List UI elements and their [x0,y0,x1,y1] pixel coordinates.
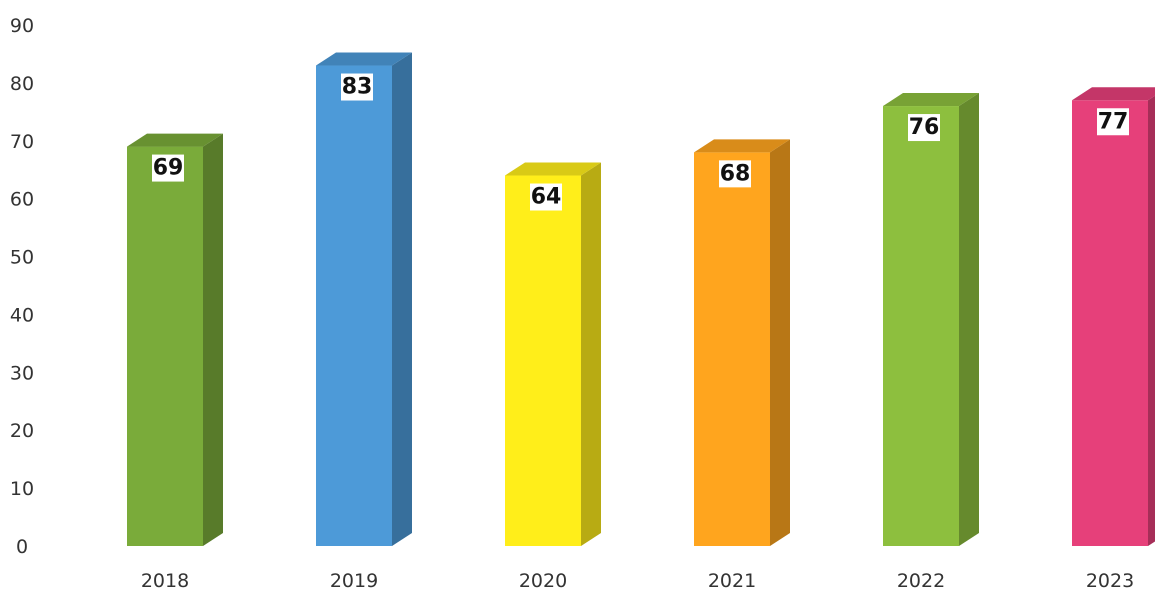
x-tick-label: 2018 [141,570,189,592]
data-label: 77 [1098,109,1129,134]
y-tick-label: 0 [16,536,28,558]
data-label: 69 [153,156,184,181]
x-tick-label: 2021 [708,570,756,592]
bar-side [770,139,790,546]
bar-side [581,162,601,546]
data-label-box [719,160,751,188]
y-tick-label: 50 [10,247,34,269]
x-tick-label: 2019 [330,570,378,592]
data-label: 64 [531,185,562,210]
y-tick-label: 40 [10,304,34,326]
bar-top [505,162,601,176]
bar-front [694,152,770,546]
bar-side [1148,95,1155,546]
data-label-box [341,73,373,101]
bar-2021: 68 [694,139,790,546]
data-label-box [530,183,562,211]
x-tick-label: 2022 [897,570,945,592]
data-label-box [1097,108,1129,136]
bar-2023: 77 [1072,87,1155,546]
data-label: 83 [342,75,373,100]
bar-side [203,133,223,547]
bars: 69 83 64 68 76 77 [127,52,1155,547]
bar-2019: 83 [316,52,412,547]
bar-front [883,106,959,547]
bar-2022: 76 [883,93,979,547]
data-label: 68 [720,161,751,186]
bar-top [883,93,979,107]
data-label-box [908,114,940,142]
bar-2018: 69 [127,133,223,547]
y-tick-label: 10 [10,478,34,500]
y-tick-label: 90 [10,15,34,37]
bar-side [959,93,979,547]
bar-top [127,133,223,147]
x-tick-label: 2023 [1086,570,1134,592]
bar-top [316,52,412,66]
x-tick-label: 2020 [519,570,567,592]
bar-front [316,65,392,547]
bar-top [1072,87,1155,101]
bar-side [392,52,412,547]
y-tick-label: 80 [10,73,34,95]
y-tick-label: 30 [10,362,34,384]
data-label: 76 [909,115,940,140]
bar-2020: 64 [505,162,601,546]
y-tick-label: 60 [10,189,34,211]
bar-front [1072,100,1148,546]
x-axis: 2018 2019 2020 2021 2022 2023 [141,570,1134,592]
y-axis: 0 10 20 30 40 50 60 70 80 90 [10,15,34,558]
data-label-box [152,154,184,182]
bar-top [694,139,790,153]
y-tick-label: 70 [10,131,34,153]
y-tick-label: 20 [10,420,34,442]
bar-front [127,146,203,547]
bar-front [505,175,581,546]
